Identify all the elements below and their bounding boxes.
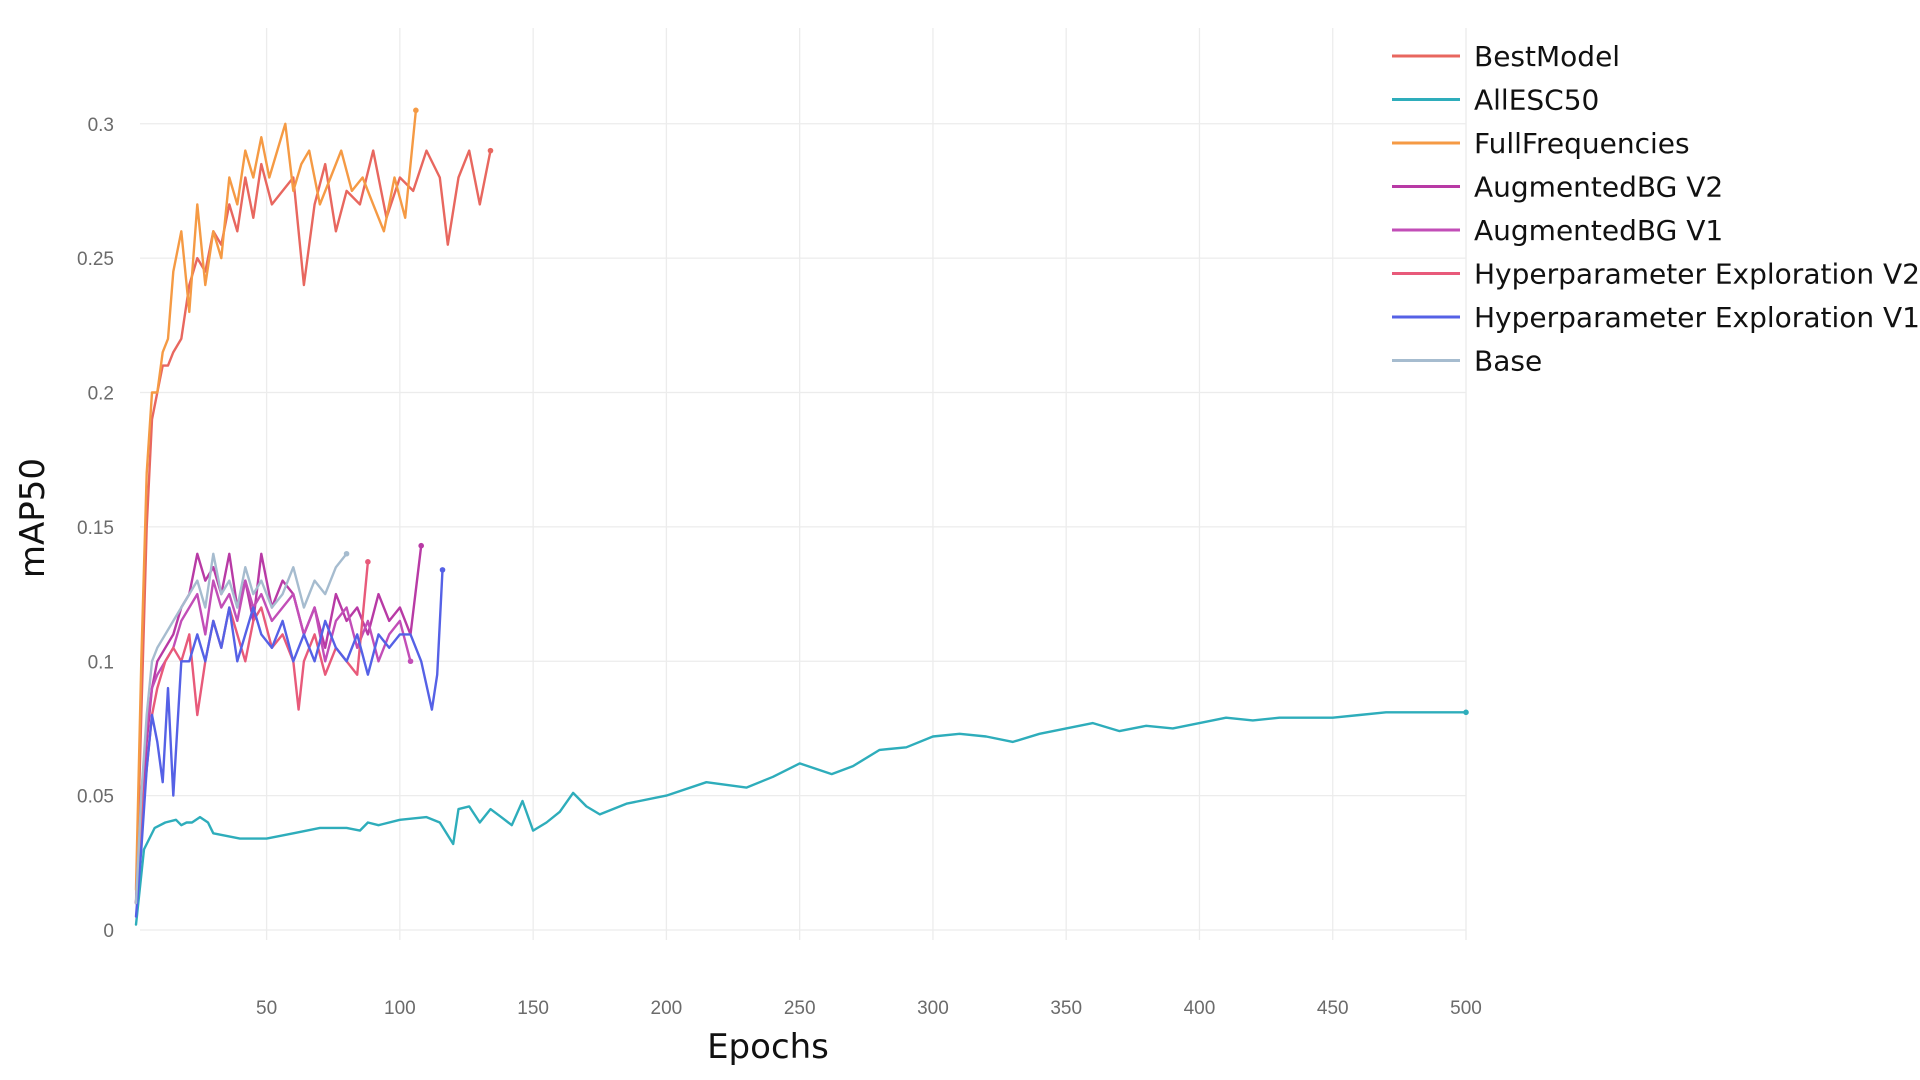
x-tick-label: 200 xyxy=(651,998,683,1019)
x-tick-label: 50 xyxy=(256,998,277,1019)
y-tick-label: 0.25 xyxy=(77,249,114,270)
y-tick-label: 0.3 xyxy=(88,115,114,136)
series-line-bestmodel xyxy=(134,149,492,905)
y-tick-label: 0.1 xyxy=(88,652,114,673)
legend-label: AugmentedBG V1 xyxy=(1474,214,1723,247)
series-end-point-allesc50 xyxy=(1463,709,1469,716)
x-tick-label: 150 xyxy=(517,998,549,1019)
legend-item-fullfrequencies[interactable]: FullFrequencies xyxy=(1392,127,1690,160)
legend-label: AugmentedBG V2 xyxy=(1474,171,1723,204)
series-end-point-fullfrequencies xyxy=(413,107,419,114)
y-axis-title: mAP50 xyxy=(13,458,53,578)
legend-item-augmentedbg-v1[interactable]: AugmentedBG V1 xyxy=(1392,214,1723,247)
legend-label: AllESC50 xyxy=(1474,84,1599,117)
legend: BestModel AllESC50 FullFrequencies Augmente… xyxy=(1392,40,1920,378)
grid xyxy=(140,28,1467,940)
series-end-point-bestmodel xyxy=(487,147,494,154)
x-tick-label: 450 xyxy=(1317,998,1349,1019)
legend-label: FullFrequencies xyxy=(1474,127,1690,160)
series-end-point-hyperparameter-exploration-v1 xyxy=(439,567,446,573)
x-tick-label: 300 xyxy=(917,998,949,1019)
x-tick-label: 350 xyxy=(1050,998,1082,1019)
series-end-point-hyperparameter-exploration-v2 xyxy=(365,559,371,565)
legend-item-hyperparameter-exploration-v1[interactable]: Hyperparameter Exploration V1 xyxy=(1392,301,1920,334)
x-tick-label: 100 xyxy=(384,998,416,1019)
legend-label: Hyperparameter Exploration V2 xyxy=(1474,258,1920,291)
legend-label: Base xyxy=(1474,345,1542,378)
x-tick-label: 500 xyxy=(1450,998,1482,1019)
y-tick-label: 0 xyxy=(103,921,114,942)
legend-item-hyperparameter-exploration-v2[interactable]: Hyperparameter Exploration V2 xyxy=(1392,258,1920,291)
legend-label: Hyperparameter Exploration V1 xyxy=(1474,301,1920,334)
x-tick-label: 250 xyxy=(784,998,816,1019)
series-line-fullfrequencies xyxy=(134,109,418,891)
legend-item-base[interactable]: Base xyxy=(1392,345,1542,378)
x-tick-label: 400 xyxy=(1184,998,1216,1019)
y-axis-ticks: 0 0.05 0.1 0.15 0.2 0.25 0.3 xyxy=(77,115,114,942)
series-end-point-augmentedbg-v2 xyxy=(418,542,424,549)
series-end-point-augmentedbg-v1 xyxy=(407,658,414,665)
y-tick-label: 0.2 xyxy=(88,384,114,405)
series-line-allesc50 xyxy=(134,711,1468,926)
legend-item-augmentedbg-v2[interactable]: AugmentedBG V2 xyxy=(1392,171,1723,204)
series-line-hyperparameter-exploration-v1 xyxy=(134,568,444,918)
legend-item-bestmodel[interactable]: BestModel xyxy=(1392,40,1620,73)
series-lines xyxy=(134,107,1469,926)
x-axis-title: Epochs xyxy=(707,1027,829,1067)
x-axis-ticks: 50 100 150 200 250 300 350 400 450 500 xyxy=(256,998,1482,1019)
y-tick-label: 0.15 xyxy=(77,518,114,539)
legend-label: BestModel xyxy=(1474,40,1620,73)
y-tick-label: 0.05 xyxy=(77,787,114,808)
legend-item-allesc50[interactable]: AllESC50 xyxy=(1392,84,1599,117)
series-end-point-base xyxy=(343,550,350,557)
series-line-base xyxy=(134,552,348,905)
